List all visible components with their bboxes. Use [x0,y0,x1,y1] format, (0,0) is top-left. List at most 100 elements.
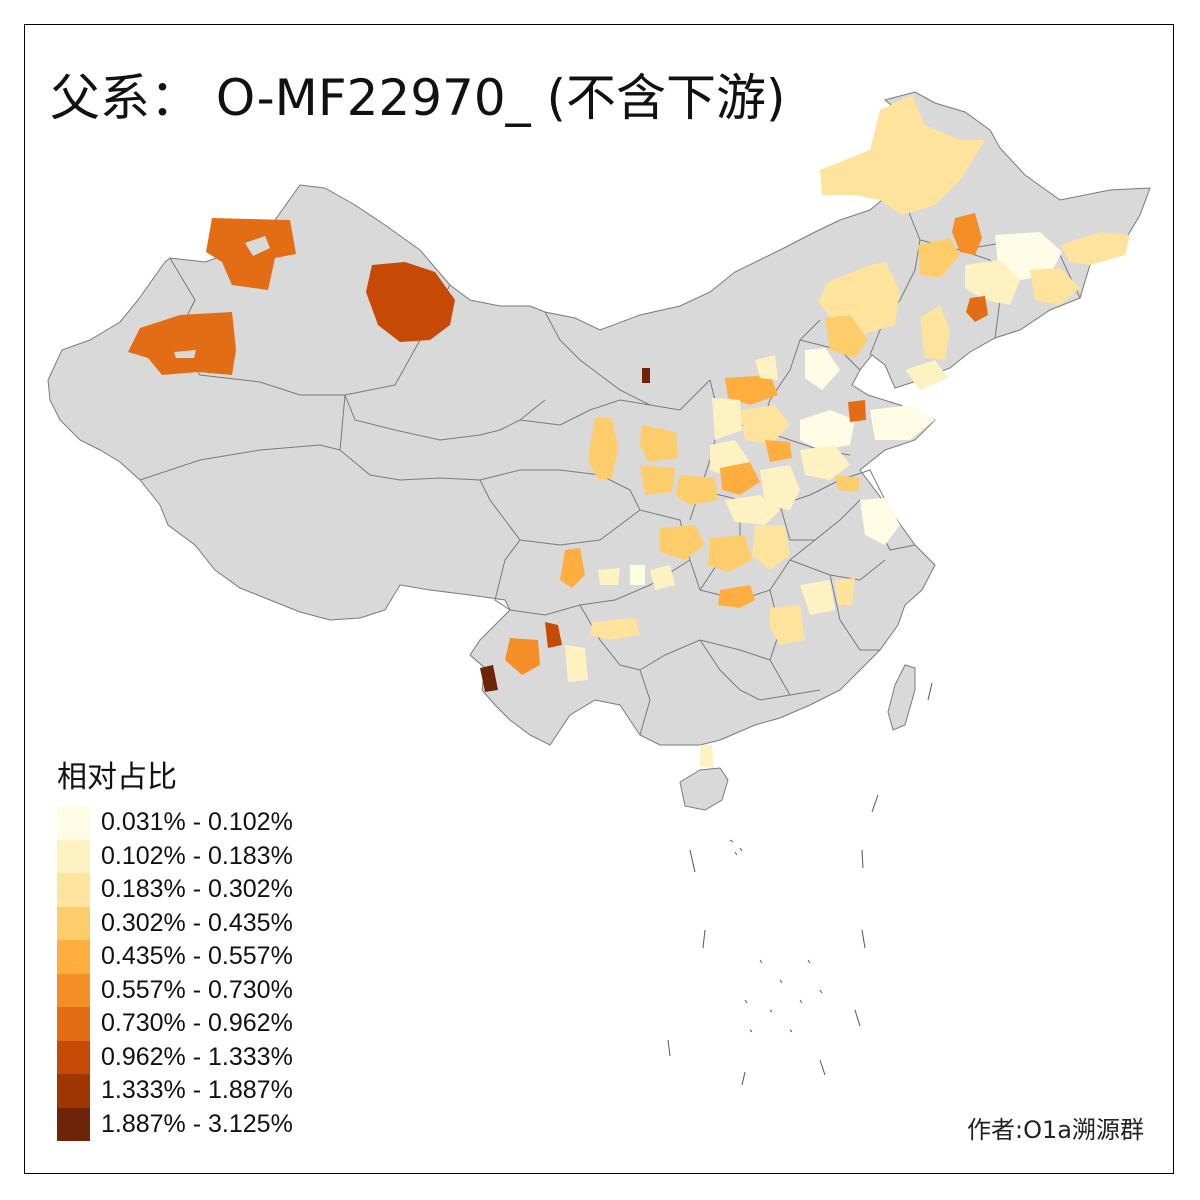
nine-dash-line [861,849,864,869]
legend-label: 0.557% - 0.730% [101,975,293,1004]
region-shape [588,418,618,480]
region-shape [245,236,270,256]
province-border [839,469,891,511]
legend-item: 0.102% - 0.183% [57,839,357,873]
region-shape [174,350,196,358]
legend: 0.031% - 0.102% 0.102% - 0.183% 0.183% -… [57,806,357,1141]
region-shape [918,238,960,278]
legend-item: 1.333% - 1.887% [57,1074,357,1108]
legend-label: 0.730% - 0.962% [101,1009,293,1037]
region-shape [630,565,645,585]
nine-dash-line [689,849,696,873]
legend-swatch [57,806,90,840]
nine-dash-line [741,1071,746,1086]
region-shape [720,462,760,495]
region-shape [480,665,498,692]
province-border [869,239,921,356]
province-border [829,574,880,651]
nine-dash-line [871,794,879,813]
legend-swatch [57,839,90,873]
region-shape [1060,232,1130,265]
region-shape [952,213,982,255]
region-shape [128,312,236,375]
region-shape [770,605,805,645]
region-shape [870,405,935,440]
nine-dash-line [702,929,706,949]
region-shape [545,622,562,648]
legend-label: 0.183% - 0.302% [101,875,293,903]
region-shape [505,638,540,675]
region-shape [700,745,714,768]
region-shape [725,495,780,525]
region-shape [752,525,790,570]
map-title: 父系： O-MF22970_ (不含下游) [50,69,786,127]
province-border [544,311,651,406]
region-shape [760,465,800,510]
province-border [789,559,886,581]
region-shape [642,368,650,383]
region-shape [800,445,850,480]
legend-item: 0.302% - 0.435% [57,906,357,940]
nine-dash-line [819,1059,826,1076]
region-shape [1030,268,1080,305]
legend-label: 1.887% - 3.125% [101,1109,293,1138]
legend-item: 0.557% - 0.730% [57,973,357,1007]
legend-title: 相对占比 [57,760,177,795]
nine-dash-line [854,1009,861,1027]
legend-swatch [57,1107,90,1141]
legend-item: 0.031% - 0.102% [57,806,357,840]
legend-label: 0.031% - 0.102% [101,808,293,836]
region-shape [740,405,790,445]
legend-label: 0.435% - 0.557% [101,942,293,970]
region-shape [995,232,1062,280]
region-shape [765,440,792,462]
region-shape [366,262,455,342]
region-shape [965,260,1020,305]
province-border [579,604,771,671]
region-shape [805,348,840,390]
region-shape [920,305,950,360]
region-shape [905,360,948,390]
legend-label: 0.962% - 1.333% [101,1042,293,1071]
province-border [344,394,546,441]
region-shape [660,525,705,560]
region-shape [835,578,855,605]
province-border [339,449,521,611]
region-shape [708,535,752,572]
legend-swatch [57,1007,90,1041]
legend-item: 0.183% - 0.302% [57,873,357,907]
legend-swatch [57,873,90,907]
region-shape [825,315,868,358]
province-border [699,639,821,701]
legend-swatch [57,940,90,974]
legend-swatch [57,1074,90,1108]
region-shape [820,95,985,215]
legend-label: 0.302% - 0.435% [101,908,293,937]
province-border [779,499,861,541]
nine-dash-line [861,929,866,949]
province-border [519,379,711,426]
region-shape [650,565,675,590]
nine-dash-line [927,682,933,701]
legend-label: 1.333% - 1.887% [101,1076,293,1104]
taiwan-island [887,664,916,731]
region-shape [860,498,900,545]
region-shape [725,375,778,405]
island-dots [729,839,823,1033]
region-shape [712,398,742,440]
region-shape [598,568,620,585]
legend-swatch [57,906,90,940]
legend-swatch [57,1040,90,1074]
legend-swatch [57,973,90,1007]
region-shape [800,580,835,615]
province-border [479,469,641,511]
region-shape [800,410,855,450]
region-shape [755,355,778,380]
region-shape [675,475,718,505]
region-shape [718,585,755,608]
legend-item: 0.730% - 0.962% [57,1007,357,1041]
legend-label: 0.102% - 0.183% [101,841,293,870]
region-shape [966,296,988,322]
region-shape [835,475,860,492]
